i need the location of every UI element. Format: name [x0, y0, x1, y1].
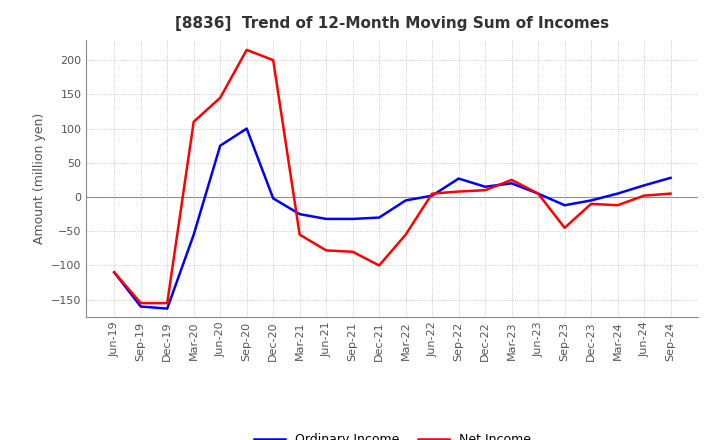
- Ordinary Income: [534, 191, 542, 196]
- Ordinary Income: [110, 270, 119, 275]
- Ordinary Income: [508, 181, 516, 186]
- Ordinary Income: [189, 232, 198, 237]
- Ordinary Income: [216, 143, 225, 148]
- Ordinary Income: [348, 216, 357, 222]
- Net Income: [375, 263, 384, 268]
- Net Income: [163, 301, 171, 306]
- Net Income: [110, 270, 119, 275]
- Ordinary Income: [322, 216, 330, 222]
- Ordinary Income: [481, 184, 490, 189]
- Line: Ordinary Income: Ordinary Income: [114, 128, 670, 308]
- Net Income: [216, 95, 225, 100]
- Ordinary Income: [560, 202, 569, 208]
- Net Income: [613, 202, 622, 208]
- Net Income: [560, 225, 569, 231]
- Ordinary Income: [375, 215, 384, 220]
- Net Income: [534, 191, 542, 196]
- Net Income: [269, 58, 277, 63]
- Net Income: [454, 189, 463, 194]
- Net Income: [243, 47, 251, 52]
- Net Income: [587, 201, 595, 206]
- Net Income: [481, 187, 490, 193]
- Legend: Ordinary Income, Net Income: Ordinary Income, Net Income: [248, 429, 536, 440]
- Net Income: [136, 301, 145, 306]
- Ordinary Income: [136, 304, 145, 309]
- Net Income: [666, 191, 675, 196]
- Line: Net Income: Net Income: [114, 50, 670, 303]
- Y-axis label: Amount (million yen): Amount (million yen): [32, 113, 45, 244]
- Ordinary Income: [587, 198, 595, 203]
- Net Income: [322, 248, 330, 253]
- Ordinary Income: [428, 193, 436, 198]
- Ordinary Income: [401, 198, 410, 203]
- Net Income: [428, 191, 436, 196]
- Ordinary Income: [269, 196, 277, 201]
- Ordinary Income: [613, 191, 622, 196]
- Ordinary Income: [295, 212, 304, 217]
- Title: [8836]  Trend of 12-Month Moving Sum of Incomes: [8836] Trend of 12-Month Moving Sum of I…: [176, 16, 609, 32]
- Net Income: [508, 177, 516, 183]
- Net Income: [401, 232, 410, 237]
- Ordinary Income: [243, 126, 251, 131]
- Net Income: [295, 232, 304, 237]
- Net Income: [348, 249, 357, 254]
- Net Income: [640, 193, 649, 198]
- Net Income: [189, 119, 198, 125]
- Ordinary Income: [640, 183, 649, 188]
- Ordinary Income: [454, 176, 463, 181]
- Ordinary Income: [163, 306, 171, 311]
- Ordinary Income: [666, 175, 675, 180]
